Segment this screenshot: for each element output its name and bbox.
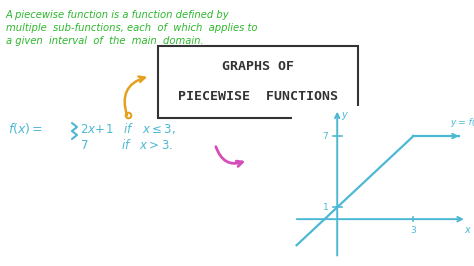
Text: $7$         if   $x > 3.$: $7$ if $x > 3.$ [80, 138, 173, 152]
FancyBboxPatch shape [158, 46, 358, 118]
Text: $2x\!+\!1$   if   $x \leq 3,$: $2x\!+\!1$ if $x \leq 3,$ [80, 121, 176, 136]
Text: A piecewise function is a function defined by: A piecewise function is a function defin… [6, 10, 229, 20]
Text: multiple  sub-functions, each  of  which  applies to: multiple sub-functions, each of which ap… [6, 23, 257, 33]
Text: 1: 1 [323, 203, 328, 212]
Text: y: y [341, 110, 347, 120]
Text: PIECEWISE  FUNCTIONS: PIECEWISE FUNCTIONS [178, 90, 338, 103]
Text: y = f(x): y = f(x) [450, 118, 474, 127]
Text: 7: 7 [323, 132, 328, 140]
Text: x: x [464, 225, 470, 235]
Text: a given  interval  of  the  main  domain.: a given interval of the main domain. [6, 36, 204, 46]
Text: 3: 3 [410, 226, 416, 235]
Text: $f(x) =$: $f(x) =$ [8, 121, 43, 136]
Text: GRAPHS OF: GRAPHS OF [222, 60, 294, 73]
